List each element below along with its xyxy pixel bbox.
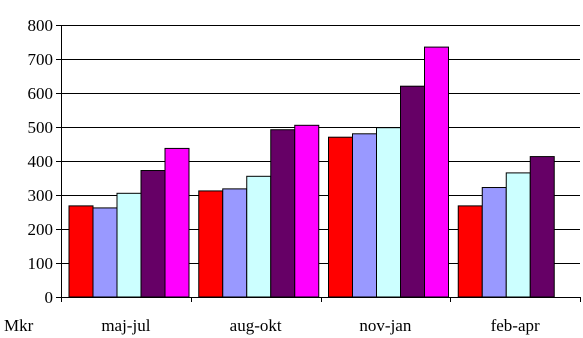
category-label: feb-apr [491,316,540,335]
bar [223,189,247,297]
bar [377,128,401,297]
bar [199,191,223,297]
y-tick-label: 400 [28,152,54,171]
bar [401,86,425,297]
bar [295,125,319,297]
category-labels: maj-jul aug-okt nov-jan feb-apr [101,316,540,335]
bar [353,134,377,297]
category-label: nov-jan [359,316,411,335]
bars [69,47,554,297]
y-tick-label: 800 [28,16,54,35]
unit-label: Mkr [4,316,34,335]
y-tick-label: 100 [28,254,54,273]
y-tick-label: 300 [28,186,54,205]
bar [482,188,506,297]
bar [247,176,271,297]
bar [165,148,189,297]
y-tick-label: 700 [28,50,54,69]
category-label: maj-jul [101,316,150,335]
bar [458,206,482,297]
bar [69,206,93,297]
y-tick-label: 200 [28,220,54,239]
y-tick-label: 0 [45,288,54,307]
y-tick-labels: 0 100 200 300 400 500 600 700 800 [28,16,54,307]
bar [93,208,117,297]
category-label: aug-okt [230,316,282,335]
bar [271,130,295,297]
bar [329,137,353,297]
bar [425,47,449,297]
bar [117,193,141,297]
bar [530,157,554,297]
y-tick-label: 500 [28,118,54,137]
y-tick-label: 600 [28,84,54,103]
bar [141,171,165,297]
bar [506,173,530,297]
